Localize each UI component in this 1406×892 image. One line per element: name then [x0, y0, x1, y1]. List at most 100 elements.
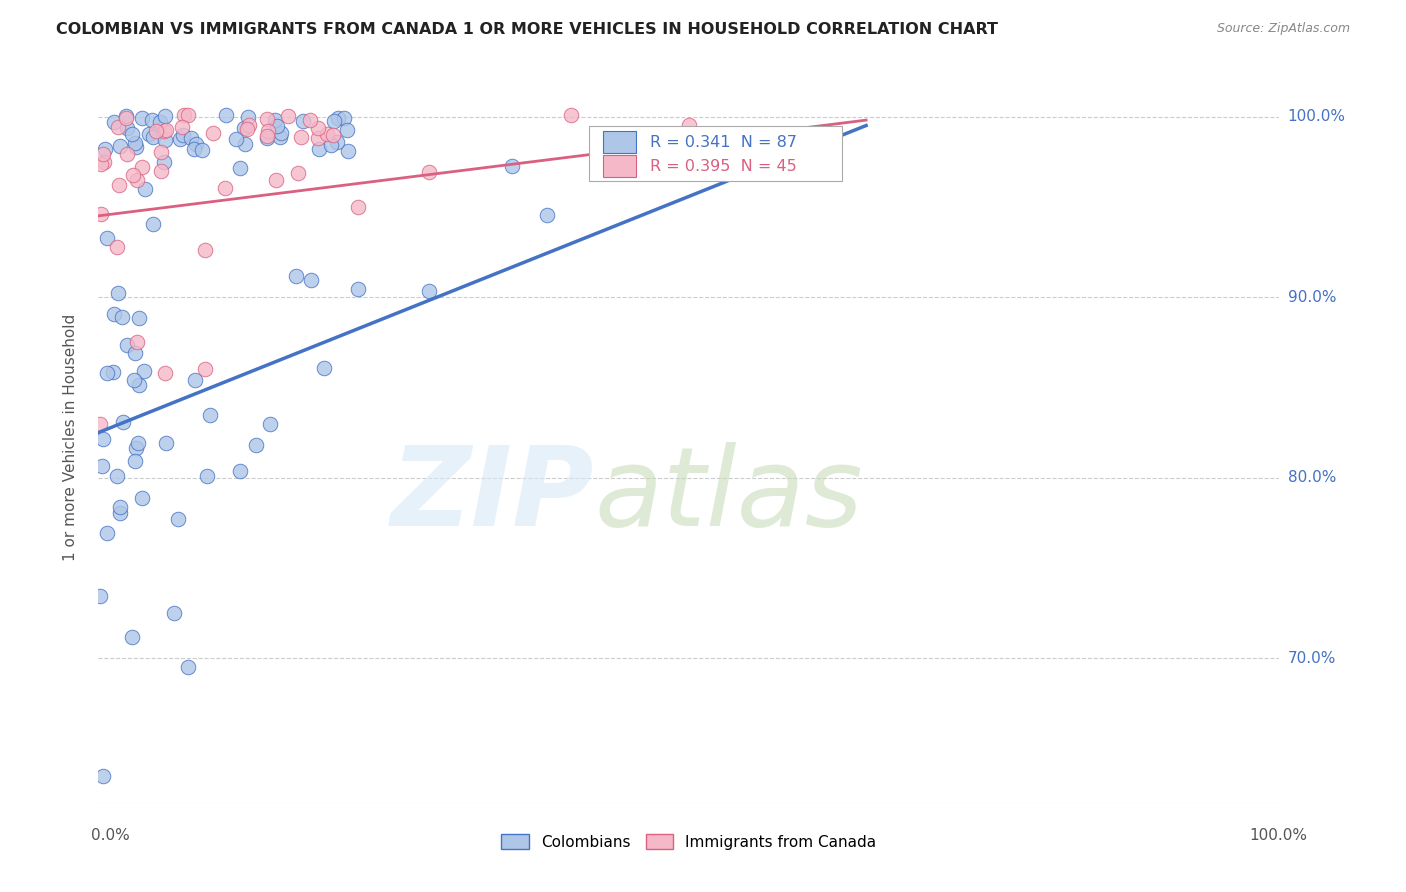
Point — [153, 123, 176, 137]
Point — [132, 364, 155, 378]
Point — [194, 243, 217, 257]
Point — [138, 127, 160, 141]
Text: ZIP: ZIP — [391, 442, 595, 549]
Point — [172, 128, 194, 143]
Point — [264, 112, 287, 127]
Point — [103, 115, 125, 129]
Point — [307, 120, 329, 135]
Point — [183, 373, 205, 387]
Point — [287, 166, 309, 180]
Point — [322, 114, 344, 128]
Point — [418, 284, 440, 298]
Point — [141, 112, 163, 127]
Point — [142, 130, 165, 145]
Text: 100.0%: 100.0% — [1250, 828, 1308, 843]
Point — [152, 155, 174, 169]
Point — [121, 127, 143, 141]
Bar — [603, 155, 636, 178]
Point — [149, 164, 172, 178]
Point — [229, 464, 252, 478]
Point — [105, 240, 128, 254]
Point — [191, 143, 214, 157]
Point — [131, 111, 153, 125]
Point — [238, 118, 260, 132]
Point — [256, 128, 278, 143]
Point — [153, 366, 176, 380]
Point — [127, 335, 149, 350]
Point — [291, 114, 314, 128]
Point — [170, 120, 193, 135]
Point — [177, 660, 200, 674]
Point — [269, 130, 291, 145]
Point — [316, 127, 339, 141]
Point — [256, 124, 278, 138]
Point — [124, 139, 146, 153]
Point — [91, 432, 114, 446]
Y-axis label: 1 or more Vehicles in Household: 1 or more Vehicles in Household — [63, 313, 77, 561]
Point — [115, 111, 138, 125]
Point — [198, 408, 221, 422]
Point — [112, 416, 135, 430]
Point — [233, 137, 256, 152]
Bar — [603, 131, 636, 153]
Point — [89, 589, 111, 603]
Point — [127, 435, 149, 450]
Point — [124, 345, 146, 359]
Point — [128, 378, 150, 392]
Point — [332, 111, 354, 125]
FancyBboxPatch shape — [589, 126, 842, 181]
Point — [117, 147, 139, 161]
Point — [108, 500, 131, 515]
Point — [259, 417, 281, 431]
Text: 70.0%: 70.0% — [1288, 651, 1336, 665]
Point — [266, 119, 288, 133]
Point — [256, 131, 278, 145]
Point — [308, 142, 330, 156]
Point — [298, 113, 321, 128]
Point — [184, 137, 207, 152]
Text: R = 0.341  N = 87: R = 0.341 N = 87 — [650, 135, 797, 150]
Point — [155, 109, 177, 123]
Point — [501, 159, 523, 173]
Point — [229, 161, 252, 175]
Point — [117, 121, 139, 136]
Point — [336, 122, 359, 136]
Point — [155, 123, 177, 137]
Point — [245, 438, 267, 452]
Point — [121, 630, 143, 644]
Point — [96, 366, 118, 380]
Point — [128, 310, 150, 325]
Point — [122, 168, 145, 182]
Point — [105, 468, 128, 483]
Point — [131, 160, 153, 174]
Point — [103, 307, 125, 321]
Point — [96, 231, 118, 245]
Point — [177, 108, 200, 122]
Point — [678, 118, 700, 132]
Point — [91, 769, 114, 783]
Point — [337, 144, 360, 158]
Text: 100.0%: 100.0% — [1288, 109, 1346, 124]
Point — [131, 491, 153, 505]
Point — [115, 338, 138, 352]
Point — [238, 110, 260, 124]
Point — [232, 120, 254, 135]
Point — [322, 128, 344, 143]
Text: R = 0.395  N = 45: R = 0.395 N = 45 — [650, 159, 797, 174]
Point — [94, 142, 117, 156]
Point — [536, 208, 558, 222]
Point — [145, 124, 167, 138]
Point — [225, 131, 247, 145]
Point — [125, 173, 148, 187]
Point — [307, 131, 329, 145]
Point — [108, 139, 131, 153]
Point — [173, 108, 195, 122]
Text: 90.0%: 90.0% — [1288, 290, 1336, 304]
Point — [169, 132, 191, 146]
Point — [319, 137, 342, 152]
Legend: Colombians, Immigrants from Canada: Colombians, Immigrants from Canada — [494, 827, 884, 857]
Point — [101, 365, 124, 379]
Point — [193, 362, 215, 376]
Point — [290, 130, 312, 145]
Point — [418, 165, 440, 179]
